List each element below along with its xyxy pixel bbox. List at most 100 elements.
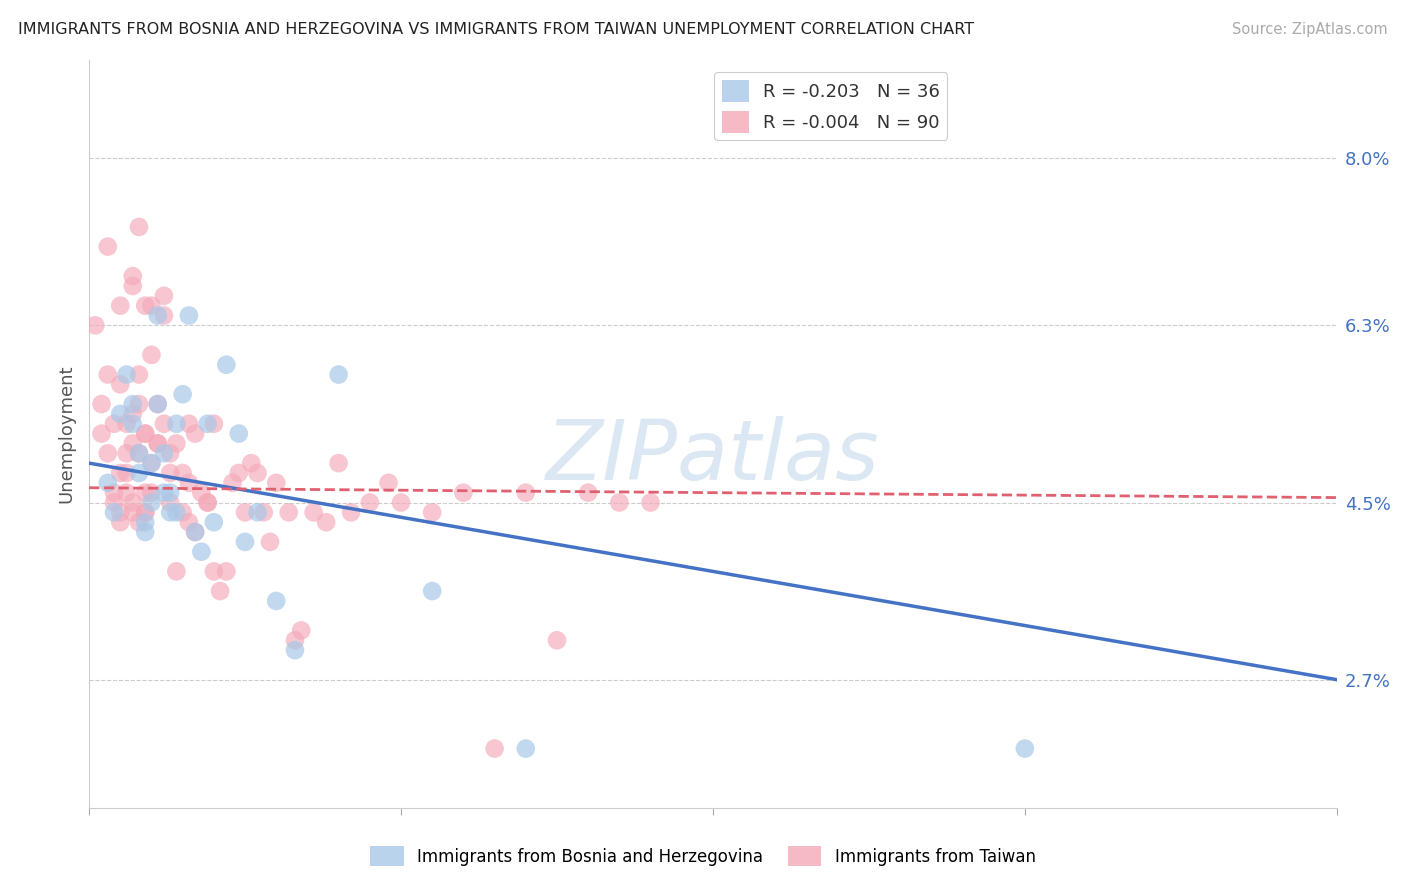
Point <box>253 505 276 519</box>
Y-axis label: Unemployment: Unemployment <box>58 364 75 503</box>
Point <box>172 387 194 401</box>
Point <box>121 269 143 284</box>
Point <box>121 417 143 431</box>
Point <box>134 524 156 539</box>
Point <box>90 426 112 441</box>
Point <box>146 436 169 450</box>
Point <box>134 505 156 519</box>
Point <box>240 456 263 470</box>
Text: IMMIGRANTS FROM BOSNIA AND HERZEGOVINA VS IMMIGRANTS FROM TAIWAN UNEMPLOYMENT CO: IMMIGRANTS FROM BOSNIA AND HERZEGOVINA V… <box>18 22 974 37</box>
Point <box>128 515 150 529</box>
Text: Source: ZipAtlas.com: Source: ZipAtlas.com <box>1232 22 1388 37</box>
Point <box>121 279 143 293</box>
Point <box>246 466 269 480</box>
Point <box>128 219 150 234</box>
Point <box>190 485 212 500</box>
Point <box>359 495 381 509</box>
Point <box>184 524 207 539</box>
Point <box>121 505 143 519</box>
Point <box>515 741 537 756</box>
Point <box>190 545 212 559</box>
Point <box>340 505 363 519</box>
Point <box>110 466 132 480</box>
Point <box>115 368 138 382</box>
Point <box>197 495 219 509</box>
Point <box>159 466 181 480</box>
Point <box>202 565 225 579</box>
Point <box>146 309 169 323</box>
Point <box>141 485 163 500</box>
Point <box>121 436 143 450</box>
Point <box>110 515 132 529</box>
Point <box>115 485 138 500</box>
Point <box>159 485 181 500</box>
Point <box>134 426 156 441</box>
Point <box>110 377 132 392</box>
Point <box>115 417 138 431</box>
Point <box>215 565 238 579</box>
Point <box>110 407 132 421</box>
Point <box>277 505 299 519</box>
Point <box>128 397 150 411</box>
Point <box>184 524 207 539</box>
Point <box>134 426 156 441</box>
Point <box>121 397 143 411</box>
Point <box>420 584 443 599</box>
Point <box>103 495 125 509</box>
Point <box>233 505 256 519</box>
Point <box>484 741 506 756</box>
Point <box>90 397 112 411</box>
Point <box>302 505 325 519</box>
Point <box>146 397 169 411</box>
Point <box>153 309 176 323</box>
Point <box>115 466 138 480</box>
Point <box>153 417 176 431</box>
Point <box>128 368 150 382</box>
Point <box>128 466 150 480</box>
Point <box>284 643 307 657</box>
Point <box>153 289 176 303</box>
Point <box>159 495 181 509</box>
Point <box>110 505 132 519</box>
Point <box>328 456 350 470</box>
Point <box>165 436 187 450</box>
Point <box>546 633 568 648</box>
Point <box>609 495 631 509</box>
Point <box>264 475 287 490</box>
Point <box>172 505 194 519</box>
Point <box>165 417 187 431</box>
Point <box>103 505 125 519</box>
Point <box>141 348 163 362</box>
Point <box>103 485 125 500</box>
Point <box>141 299 163 313</box>
Point <box>141 456 163 470</box>
Point <box>153 446 176 460</box>
Point <box>97 475 120 490</box>
Point <box>209 584 232 599</box>
Point <box>172 466 194 480</box>
Point <box>134 485 156 500</box>
Point <box>576 485 599 500</box>
Point <box>134 299 156 313</box>
Point <box>146 397 169 411</box>
Point <box>153 485 176 500</box>
Point <box>141 456 163 470</box>
Point <box>233 534 256 549</box>
Point <box>159 446 181 460</box>
Point <box>121 407 143 421</box>
Point <box>159 505 181 519</box>
Point <box>97 239 120 253</box>
Point <box>515 485 537 500</box>
Point <box>84 318 107 333</box>
Point <box>246 505 269 519</box>
Point <box>177 309 200 323</box>
Point <box>121 495 143 509</box>
Legend: R = -0.203   N = 36, R = -0.004   N = 90: R = -0.203 N = 36, R = -0.004 N = 90 <box>714 72 948 140</box>
Point <box>315 515 337 529</box>
Point <box>197 417 219 431</box>
Point <box>420 505 443 519</box>
Point <box>184 426 207 441</box>
Point <box>128 446 150 460</box>
Point <box>110 299 132 313</box>
Point <box>97 446 120 460</box>
